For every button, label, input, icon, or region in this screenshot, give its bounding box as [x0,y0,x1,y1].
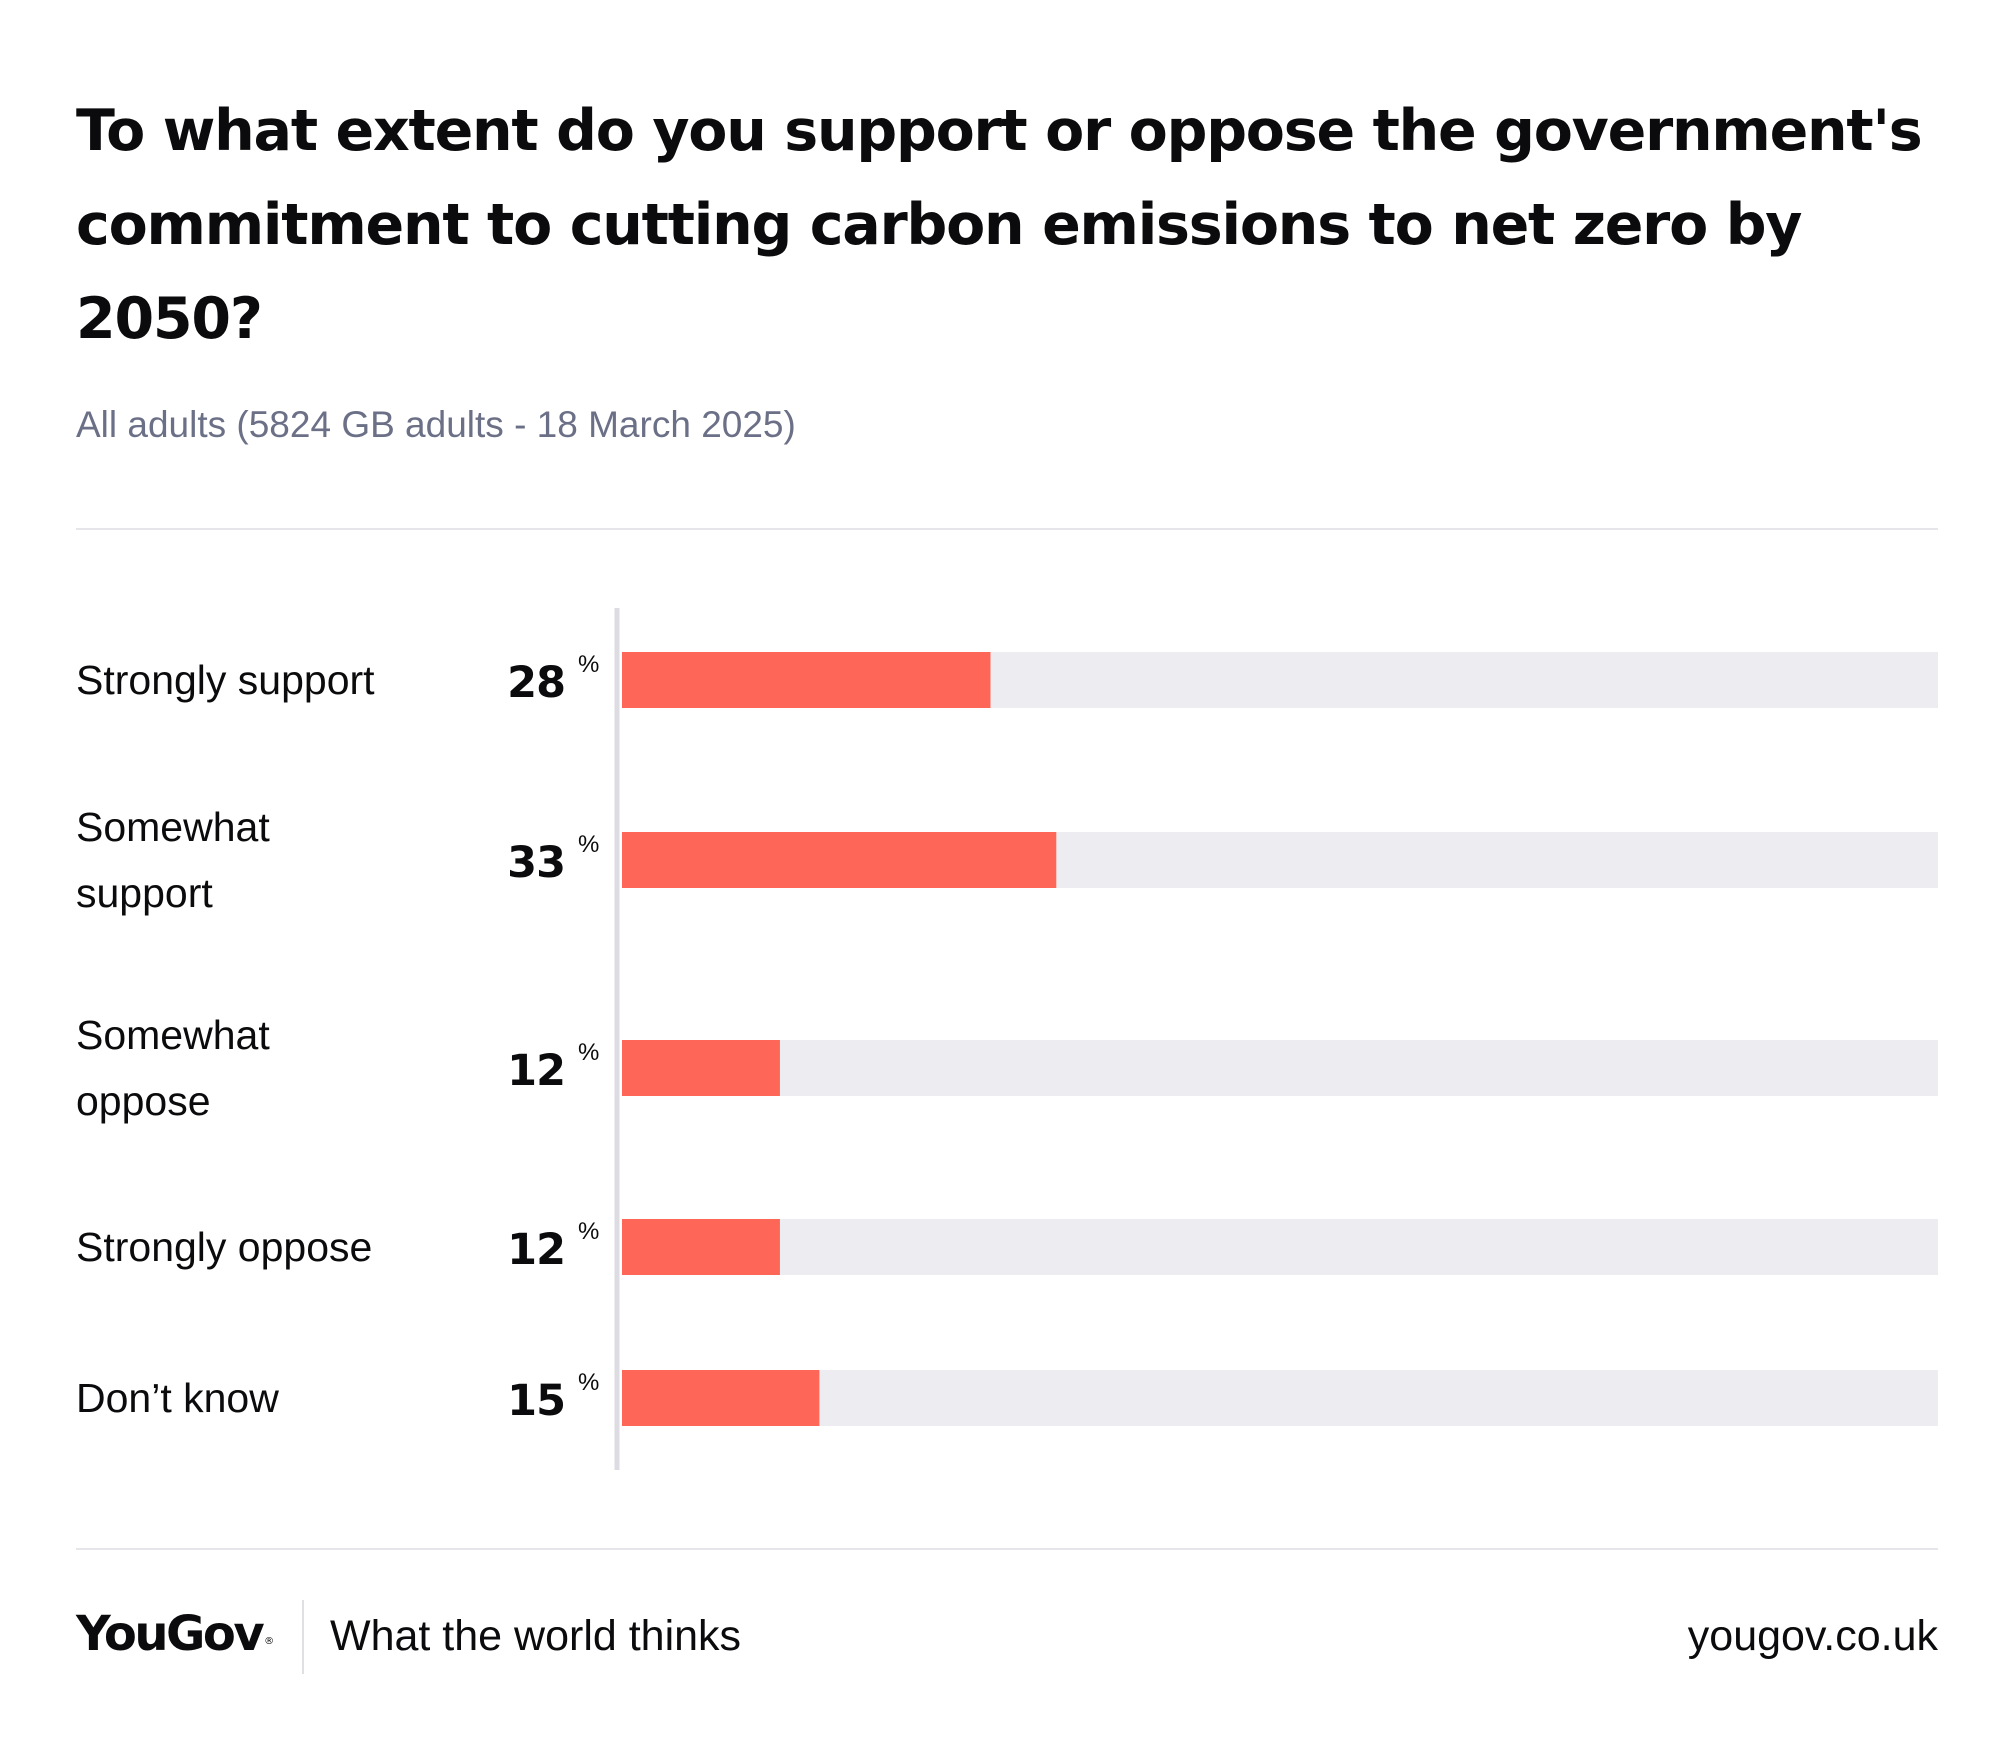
yougov-logo: YouGov ® [76,1604,274,1664]
value-label: 12 [507,1046,565,1096]
category-label: Strongly support [76,657,375,703]
category-label-line: Somewhat [76,804,270,850]
bar-chart: Strongly support 28 % Somewhat support 33 % Som… [76,608,1938,1470]
category-label-line: Don’t know [76,1375,279,1421]
footer-url: yougov.co.uk [1687,1612,1938,1660]
value-label: 12 [507,1225,565,1275]
footer-tagline: What the world thinks [330,1612,742,1660]
percent-unit: % [578,831,599,858]
category-label: Somewhat support [76,804,270,916]
value-label: 15 [507,1376,565,1426]
logo-separator [302,1600,304,1674]
category-label: Don’t know [76,1375,279,1421]
bar-track [622,1040,1938,1096]
header-divider [76,528,1938,530]
value-label: 28 [507,658,565,708]
chart-subtitle: All adults (5824 GB adults - 18 March 20… [76,404,796,445]
category-label-line: Strongly oppose [76,1224,372,1270]
footer-divider [76,1548,1938,1550]
logo-text: YouGov [76,1606,265,1662]
category-label: Strongly oppose [76,1224,372,1270]
percent-unit: % [578,1039,599,1066]
registered-mark: ® [264,1636,275,1647]
value-label: 33 [507,838,565,888]
bar [622,832,1057,888]
bar-track [622,1370,1938,1426]
bar [622,1219,780,1275]
category-label-line: oppose [76,1078,211,1124]
bar [622,1370,820,1426]
chart-title: To what extent do you support or oppose … [76,98,1923,352]
bar [622,1040,780,1096]
category-label-line: support [76,870,213,916]
category-label-line: Somewhat [76,1012,270,1058]
bar [622,652,991,708]
bar-track [622,1219,1938,1275]
category-label: Somewhat oppose [76,1012,270,1124]
percent-unit: % [578,1369,599,1396]
percent-unit: % [578,651,599,678]
category-label-line: Strongly support [76,657,375,703]
percent-unit: % [578,1218,599,1245]
